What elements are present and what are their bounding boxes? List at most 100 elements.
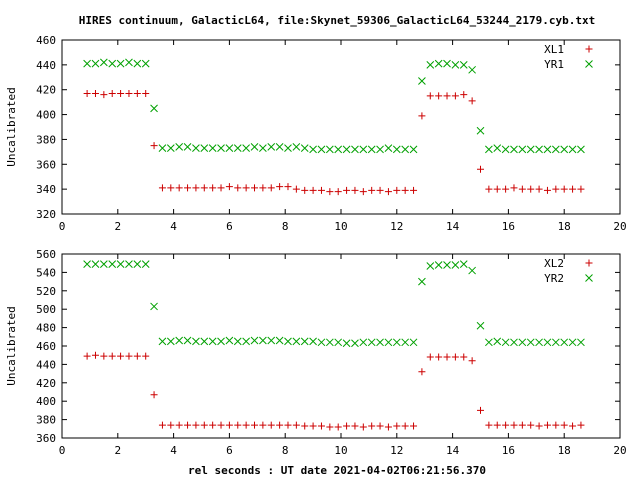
data-point: [568, 338, 577, 347]
data-point: [418, 112, 426, 120]
data-point: [468, 65, 476, 74]
legend-marker: [585, 45, 593, 53]
data-point: [451, 261, 460, 269]
data-point: [217, 144, 225, 152]
data-point: [460, 91, 468, 99]
y-tick-label: 400: [36, 109, 56, 122]
data-point: [393, 186, 401, 194]
x-tick-label: 16: [502, 444, 515, 457]
data-point: [99, 58, 108, 67]
data-point: [434, 261, 443, 269]
y-tick-label: 460: [36, 34, 56, 47]
data-point: [476, 126, 485, 135]
data-point: [459, 260, 468, 268]
legend-label: XL1: [544, 43, 564, 56]
data-point: [100, 91, 108, 99]
data-point: [468, 357, 476, 365]
data-point: [234, 421, 242, 429]
data-point: [267, 421, 275, 429]
data-point: [242, 184, 250, 192]
data-point: [99, 260, 108, 268]
data-point: [451, 61, 460, 69]
data-point: [468, 266, 476, 275]
data-point: [334, 188, 342, 196]
data-point: [418, 368, 426, 376]
data-point: [133, 89, 141, 97]
y-tick-label: 320: [36, 208, 56, 221]
data-point: [251, 184, 259, 192]
data-point: [367, 145, 376, 154]
data-point: [577, 185, 585, 193]
data-point: [284, 337, 292, 346]
data-point: [267, 184, 275, 192]
chart-panels: 0 2 4 6 8 10 12 14 16 18 2032034036038040042044046…: [5, 34, 627, 457]
x-tick-label: 2: [114, 444, 121, 457]
data-point: [334, 423, 342, 431]
data-point: [317, 422, 325, 430]
x-tick-label: 14: [446, 444, 460, 457]
data-point: [426, 61, 435, 69]
data-point: [309, 145, 317, 154]
data-point: [409, 145, 418, 154]
y-tick-label: 540: [36, 266, 56, 279]
data-point: [175, 421, 183, 429]
data-point: [301, 186, 309, 194]
data-point: [501, 145, 510, 154]
x-tick-label: 10: [334, 220, 347, 233]
x-tick-label: 2: [114, 220, 121, 233]
data-point: [267, 143, 276, 151]
data-point: [477, 165, 484, 173]
data-point: [443, 261, 451, 269]
data-point: [217, 421, 225, 429]
y-tick-label: 560: [36, 248, 56, 261]
data-point: [510, 338, 518, 347]
data-point: [418, 77, 426, 85]
data-point: [568, 145, 577, 154]
data-point: [359, 338, 368, 347]
data-point: [518, 185, 526, 193]
legend-marker: [585, 274, 593, 282]
data-point: [309, 337, 317, 346]
data-point: [91, 260, 100, 268]
data-point: [83, 260, 91, 268]
data-point: [141, 260, 150, 268]
data-point: [493, 185, 501, 193]
data-point: [125, 260, 133, 268]
y-axis-label: Uncalibrated: [5, 87, 18, 166]
data-point: [376, 422, 384, 430]
y-tick-label: 520: [36, 285, 56, 298]
data-point: [443, 59, 451, 68]
data-point: [485, 185, 493, 193]
data-point: [410, 422, 418, 430]
data-point: [259, 184, 267, 192]
data-point: [384, 423, 392, 431]
data-point: [435, 92, 443, 100]
data-point: [233, 337, 242, 346]
data-point: [208, 144, 217, 152]
data-point: [142, 352, 150, 360]
data-point: [150, 391, 158, 399]
data-point: [200, 421, 208, 429]
data-point: [543, 421, 551, 429]
panel-1: 0 2 4 6 8 10 12 14 16 18 20 320 340 360 380 400 420 440 46…: [5, 34, 627, 233]
data-point: [493, 337, 502, 346]
data-point: [535, 422, 543, 430]
data-point: [393, 422, 401, 430]
data-point: [116, 59, 125, 68]
data-point: [334, 338, 343, 347]
data-point: [150, 302, 158, 311]
data-point: [560, 185, 568, 193]
x-tick-label: 18: [558, 220, 571, 233]
data-point: [518, 145, 527, 154]
x-tick-label: 8: [282, 444, 289, 457]
data-point: [192, 184, 200, 192]
legend-label: XL2: [544, 257, 564, 270]
data-point: [343, 422, 351, 430]
data-point: [292, 185, 300, 193]
data-point: [342, 145, 351, 154]
data-point: [284, 421, 292, 429]
data-point: [359, 145, 368, 154]
data-point: [392, 145, 401, 154]
data-point: [552, 185, 560, 193]
series-yr2: [83, 260, 585, 348]
